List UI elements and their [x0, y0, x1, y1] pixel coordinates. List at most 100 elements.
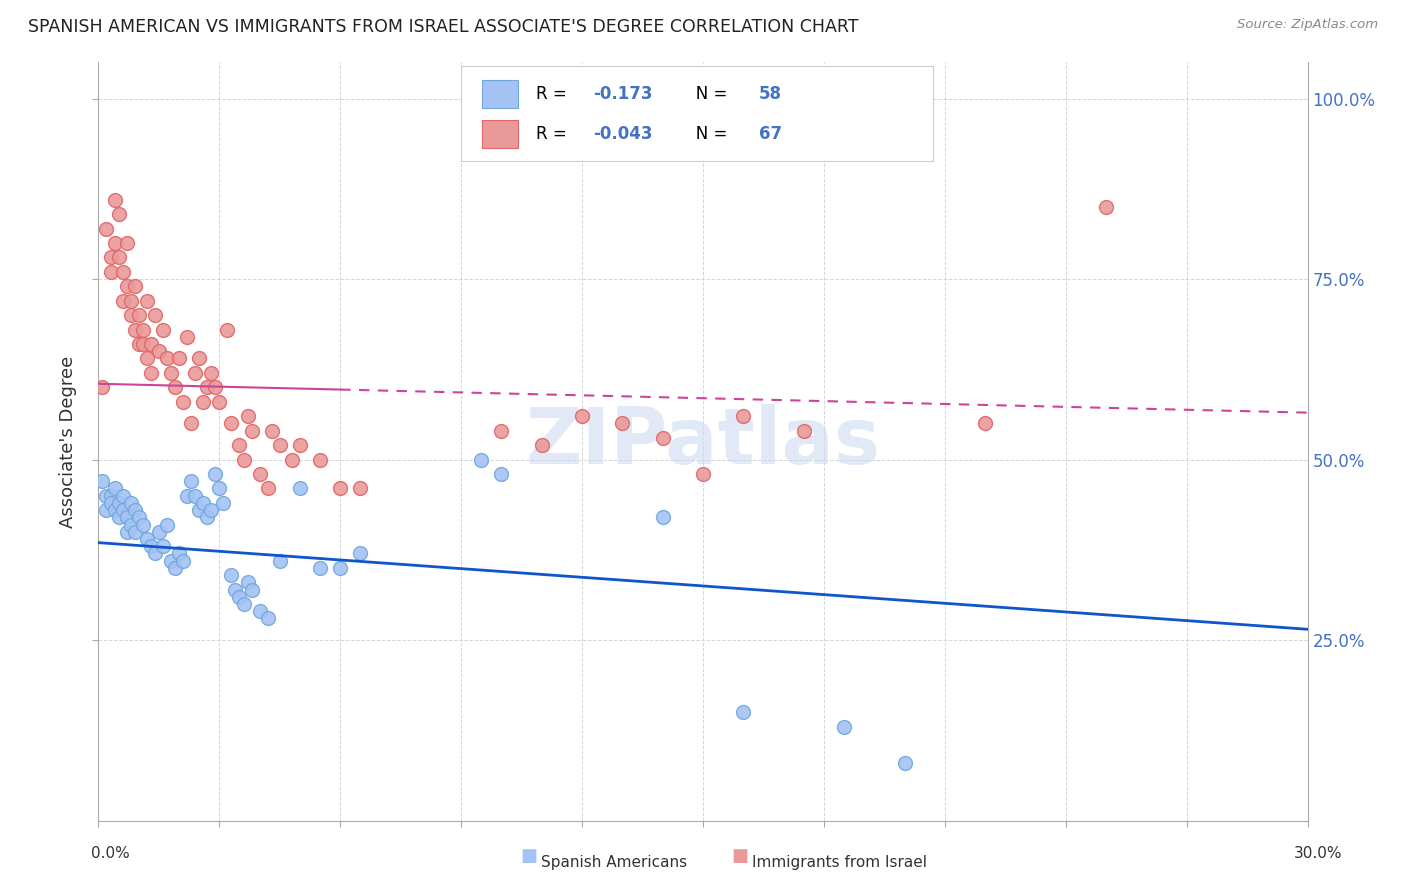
Point [224, 582, 246, 597]
Point [139, 337, 162, 351]
Point [96, 503, 118, 517]
Point [217, 323, 239, 337]
Point [103, 503, 125, 517]
Point [974, 417, 997, 431]
Point [184, 489, 207, 503]
Point [281, 452, 304, 467]
Point [167, 546, 190, 560]
Point [124, 503, 146, 517]
Point [470, 452, 492, 467]
Point [107, 251, 129, 265]
Point [120, 308, 142, 322]
Point [115, 279, 138, 293]
Point [491, 467, 513, 481]
Point [651, 510, 673, 524]
Point [176, 330, 198, 344]
Point [349, 482, 371, 496]
Text: -0.043: -0.043 [593, 125, 652, 143]
Point [208, 482, 231, 496]
Point [120, 293, 142, 308]
Point [329, 482, 352, 496]
Point [228, 590, 250, 604]
Point [167, 351, 190, 366]
Point [172, 394, 194, 409]
Point [288, 482, 311, 496]
Point [111, 503, 134, 517]
Point [107, 207, 129, 221]
FancyBboxPatch shape [461, 66, 932, 161]
Point [111, 489, 134, 503]
Point [156, 351, 179, 366]
Point [96, 489, 118, 503]
Point [188, 351, 211, 366]
Text: -0.173: -0.173 [593, 85, 652, 103]
Point [120, 517, 142, 532]
FancyBboxPatch shape [482, 120, 517, 148]
FancyBboxPatch shape [482, 79, 517, 109]
Point [152, 539, 174, 553]
Point [200, 366, 222, 380]
Point [160, 366, 183, 380]
Point [256, 611, 278, 625]
Point [100, 265, 122, 279]
Point [269, 438, 291, 452]
Point [193, 496, 215, 510]
Point [115, 524, 138, 539]
Text: Immigrants from Israel: Immigrants from Israel [752, 855, 927, 870]
Text: N =: N = [681, 85, 733, 103]
Point [208, 394, 231, 409]
Point [91, 475, 114, 489]
Point [103, 482, 125, 496]
Point [221, 568, 243, 582]
Point [249, 604, 271, 618]
Text: 0.0%: 0.0% [91, 846, 131, 861]
Point [195, 380, 218, 394]
Point [135, 293, 157, 308]
Point [530, 438, 553, 452]
Point [240, 582, 263, 597]
Point [249, 467, 271, 481]
Point [260, 424, 283, 438]
Point [124, 279, 146, 293]
Text: 58: 58 [759, 85, 782, 103]
Point [180, 475, 202, 489]
Point [184, 366, 207, 380]
Point [221, 417, 243, 431]
Point [115, 510, 138, 524]
Point [236, 575, 259, 590]
Point [103, 235, 125, 250]
Point [100, 251, 122, 265]
Text: ZIPatlas: ZIPatlas [526, 403, 880, 480]
Point [120, 496, 142, 510]
Text: SPANISH AMERICAN VS IMMIGRANTS FROM ISRAEL ASSOCIATE'S DEGREE CORRELATION CHART: SPANISH AMERICAN VS IMMIGRANTS FROM ISRA… [28, 18, 859, 36]
Point [269, 554, 291, 568]
Point [733, 706, 755, 720]
Text: 67: 67 [759, 125, 782, 143]
Point [329, 561, 352, 575]
Point [124, 323, 146, 337]
Text: Spanish Americans: Spanish Americans [541, 855, 688, 870]
Point [491, 424, 513, 438]
Point [228, 438, 250, 452]
Point [124, 524, 146, 539]
Point [309, 561, 332, 575]
Point [349, 546, 371, 560]
Point [107, 496, 129, 510]
Point [160, 554, 183, 568]
Point [236, 409, 259, 424]
Point [100, 496, 122, 510]
Point [103, 193, 125, 207]
Point [111, 293, 134, 308]
Point [96, 221, 118, 235]
Point [107, 510, 129, 524]
Point [651, 431, 673, 445]
Point [139, 539, 162, 553]
Point [135, 351, 157, 366]
Point [91, 380, 114, 394]
Point [100, 489, 122, 503]
Point [180, 417, 202, 431]
Point [232, 597, 254, 611]
Point [1095, 200, 1118, 214]
Point [193, 394, 215, 409]
Point [152, 323, 174, 337]
